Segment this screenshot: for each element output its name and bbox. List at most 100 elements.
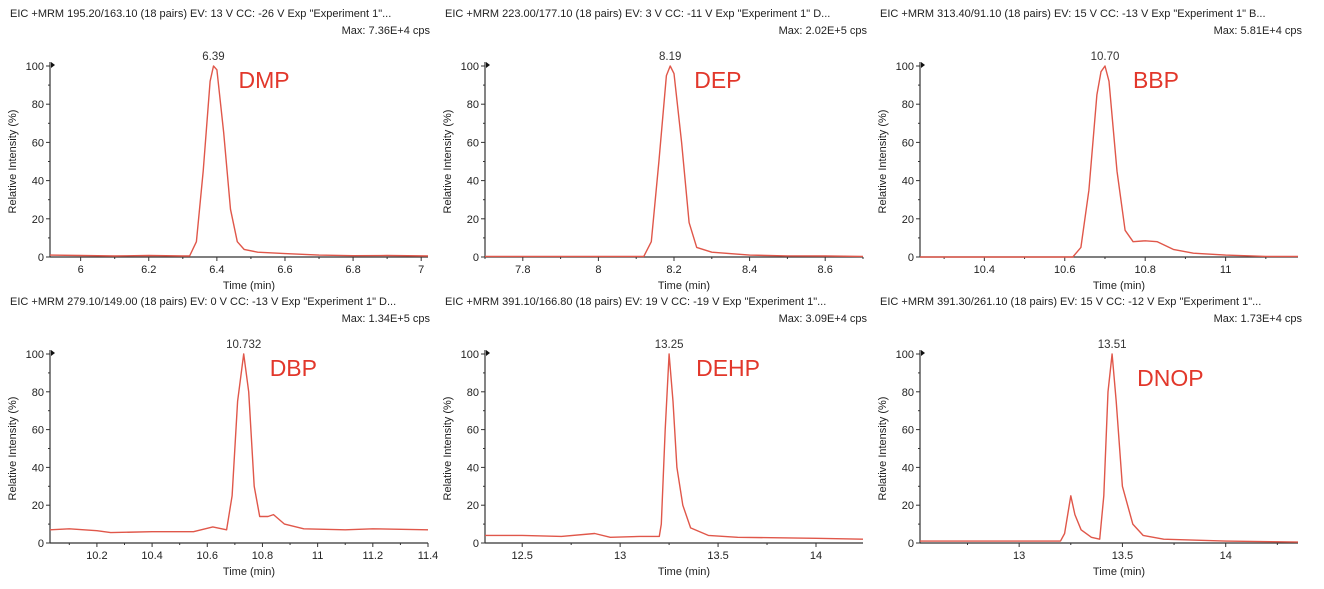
y-tick-label: 40 — [467, 462, 479, 474]
y-tick-label: 20 — [902, 214, 914, 226]
y-tick-label: 100 — [461, 349, 479, 361]
y-axis-title: Relative Intensity (%) — [7, 110, 19, 214]
y-tick-label: 100 — [26, 61, 44, 73]
y-axis-title: Relative Intensity (%) — [877, 110, 889, 214]
y-tick-label: 0 — [908, 252, 914, 264]
chromatogram-panel-dehp: EIC +MRM 391.10/166.80 (18 pairs) EV: 19… — [442, 296, 867, 578]
compound-label: DMP — [238, 67, 289, 93]
x-axis-title: Time (min) — [223, 566, 275, 578]
y-tick-label: 0 — [38, 252, 44, 264]
y-tick-label: 80 — [902, 387, 914, 399]
y-tick-label: 20 — [467, 500, 479, 512]
y-tick-label: 40 — [902, 176, 914, 188]
y-tick-label: 80 — [467, 387, 479, 399]
y-tick-label: 60 — [467, 137, 479, 149]
x-axis-title: Time (min) — [658, 566, 710, 578]
x-tick-label: 10.6 — [1054, 264, 1075, 276]
x-tick-label: 11.4 — [418, 550, 439, 562]
y-tick-label: 60 — [32, 137, 44, 149]
x-tick-label: 14 — [810, 550, 822, 562]
y-tick-label: 20 — [467, 214, 479, 226]
y-tick-label: 60 — [467, 425, 479, 437]
x-tick-label: 7.8 — [515, 264, 530, 276]
x-tick-label: 10.6 — [197, 550, 218, 562]
y-tick-label: 0 — [473, 252, 479, 264]
chromatogram-trace — [485, 353, 864, 540]
x-tick-label: 10.4 — [974, 264, 995, 276]
compound-label: BBP — [1133, 67, 1179, 93]
panel-header: EIC +MRM 391.10/166.80 (18 pairs) EV: 19… — [445, 296, 826, 308]
chromatogram-trace — [49, 353, 429, 534]
chromatogram-panel-bbp: EIC +MRM 313.40/91.10 (18 pairs) EV: 15 … — [877, 8, 1302, 292]
y-tick-label: 60 — [902, 425, 914, 437]
x-axis-title: Time (min) — [223, 280, 275, 292]
y-axis-arrow-icon — [486, 350, 490, 356]
chromatogram-panel-dbp: EIC +MRM 279.10/149.00 (18 pairs) EV: 0 … — [7, 296, 438, 578]
x-tick-label: 10.2 — [86, 550, 107, 562]
y-tick-label: 100 — [896, 61, 914, 73]
max-intensity: Max: 3.09E+4 cps — [779, 313, 868, 325]
chromatogram-panel-dnop: EIC +MRM 391.30/261.10 (18 pairs) EV: 15… — [877, 296, 1302, 578]
peak-retention-label: 10.732 — [226, 339, 261, 351]
x-tick-label: 13.5 — [707, 550, 728, 562]
x-tick-label: 10.8 — [1134, 264, 1155, 276]
y-tick-label: 80 — [32, 387, 44, 399]
y-tick-label: 0 — [38, 538, 44, 550]
x-tick-label: 6.8 — [345, 264, 360, 276]
x-tick-label: 13.5 — [1112, 550, 1133, 562]
max-intensity: Max: 1.73E+4 cps — [1214, 313, 1303, 325]
x-tick-label: 8.2 — [666, 264, 681, 276]
y-axis-title: Relative Intensity (%) — [7, 397, 19, 501]
y-tick-label: 20 — [902, 500, 914, 512]
x-tick-label: 7 — [418, 264, 424, 276]
y-tick-label: 40 — [902, 462, 914, 474]
y-axis-title: Relative Intensity (%) — [442, 397, 454, 501]
y-tick-label: 60 — [902, 137, 914, 149]
peak-retention-label: 13.51 — [1098, 339, 1127, 351]
x-tick-label: 8.6 — [818, 264, 833, 276]
y-tick-label: 40 — [467, 176, 479, 188]
x-tick-label: 6.6 — [277, 264, 292, 276]
x-tick-label: 14 — [1220, 550, 1232, 562]
y-tick-label: 20 — [32, 500, 44, 512]
chromatogram-trace — [485, 65, 864, 258]
max-intensity: Max: 7.36E+4 cps — [342, 25, 431, 37]
x-tick-label: 10.4 — [141, 550, 162, 562]
y-tick-label: 80 — [32, 99, 44, 111]
y-tick-label: 20 — [32, 214, 44, 226]
panel-header: EIC +MRM 223.00/177.10 (18 pairs) EV: 3 … — [445, 8, 830, 20]
y-tick-label: 100 — [26, 349, 44, 361]
compound-label: DEP — [694, 67, 741, 93]
y-tick-label: 80 — [467, 99, 479, 111]
y-tick-label: 60 — [32, 425, 44, 437]
x-tick-label: 11 — [1220, 264, 1231, 276]
chromatogram-panel-dep: EIC +MRM 223.00/177.10 (18 pairs) EV: 3 … — [442, 8, 867, 292]
y-axis-arrow-icon — [921, 62, 925, 68]
x-tick-label: 6 — [78, 264, 84, 276]
x-axis-title: Time (min) — [658, 280, 710, 292]
y-axis-arrow-icon — [51, 350, 55, 356]
panel-header: EIC +MRM 391.30/261.10 (18 pairs) EV: 15… — [880, 296, 1261, 308]
chromatogram-trace — [920, 353, 1299, 543]
x-tick-label: 11.2 — [363, 550, 384, 562]
y-axis-arrow-icon — [486, 62, 490, 68]
y-tick-label: 100 — [461, 61, 479, 73]
x-tick-label: 13 — [1013, 550, 1025, 562]
chromatogram-trace — [920, 65, 1298, 258]
x-axis-title: Time (min) — [1093, 280, 1145, 292]
y-axis-title: Relative Intensity (%) — [442, 110, 454, 214]
x-tick-label: 10.8 — [252, 550, 273, 562]
x-tick-label: 12.5 — [512, 550, 533, 562]
x-tick-label: 6.2 — [141, 264, 156, 276]
x-axis-title: Time (min) — [1093, 566, 1145, 578]
compound-label: DBP — [270, 355, 317, 381]
y-axis-arrow-icon — [921, 350, 925, 356]
y-tick-label: 0 — [473, 538, 479, 550]
y-axis-arrow-icon — [51, 62, 55, 68]
peak-retention-label: 13.25 — [655, 339, 684, 351]
peak-retention-label: 10.70 — [1091, 51, 1120, 63]
x-tick-label: 13 — [614, 550, 626, 562]
panel-header: EIC +MRM 195.20/163.10 (18 pairs) EV: 13… — [10, 8, 391, 20]
x-tick-label: 11 — [312, 550, 323, 562]
